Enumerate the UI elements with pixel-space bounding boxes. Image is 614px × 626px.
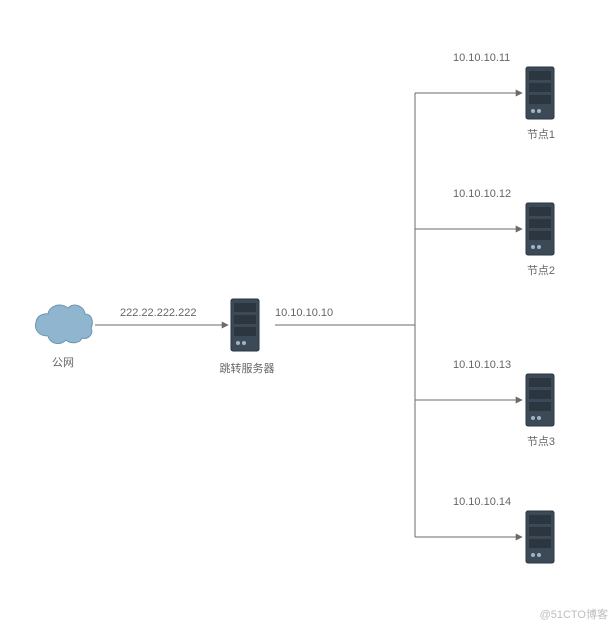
cloud-label: 公网 [48, 354, 78, 370]
jump-server-label: 跳转服务器 [217, 360, 277, 376]
node3-server-icon [525, 373, 555, 427]
node1-label: 节点1 [524, 126, 558, 142]
node3-label: 节点3 [524, 433, 558, 449]
node2-ip: 10.10.10.12 [453, 188, 511, 200]
diagram-canvas: 公网 跳转服务器 222.22.222.222 10.10.10.10 10.1… [0, 0, 614, 626]
cloud-icon [28, 300, 96, 351]
jump-server-icon [230, 298, 260, 352]
node2-server-icon [525, 202, 555, 256]
node1-server-icon [525, 66, 555, 120]
jump-ip-left: 222.22.222.222 [120, 307, 196, 319]
node3-ip: 10.10.10.13 [453, 359, 511, 371]
jump-ip-right: 10.10.10.10 [275, 307, 333, 319]
node1-ip: 10.10.10.11 [453, 52, 510, 64]
watermark-text: @51CTO博客 [540, 606, 608, 622]
node2-label: 节点2 [524, 262, 558, 278]
node4-server-icon [525, 510, 555, 564]
node4-ip: 10.10.10.14 [453, 496, 511, 508]
